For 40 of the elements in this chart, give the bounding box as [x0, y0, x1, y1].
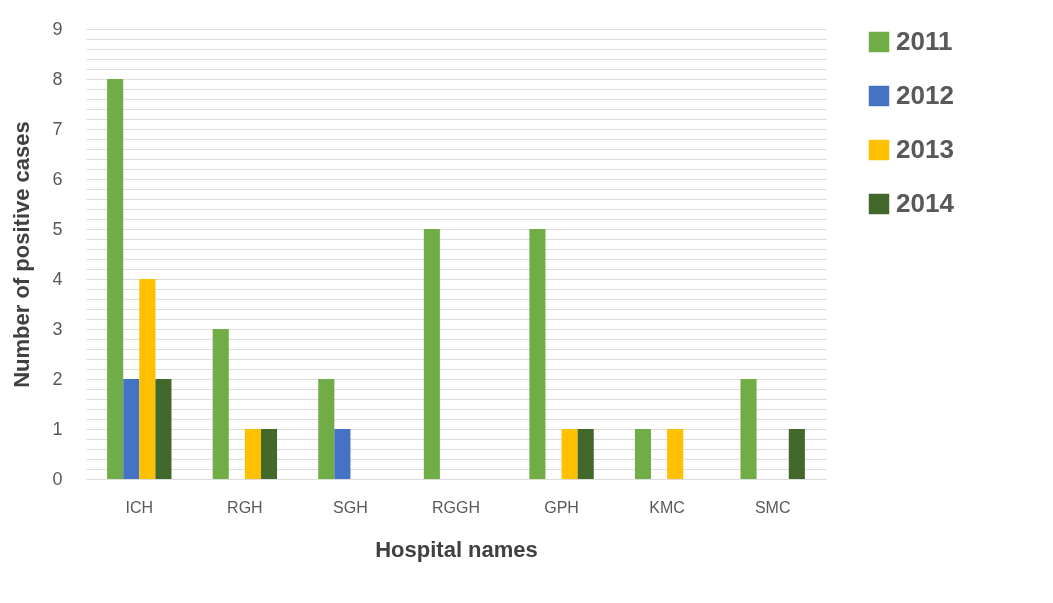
x-tick-label: KMC — [649, 498, 685, 516]
x-axis-title: Hospital names — [375, 536, 538, 562]
bar — [334, 429, 351, 479]
legend-label: 2011 — [896, 26, 953, 56]
x-tick-label: SMC — [754, 498, 791, 516]
y-tick-label: 8 — [52, 68, 63, 89]
y-tick-label: 7 — [52, 118, 63, 139]
legend-label: 2012 — [896, 80, 954, 110]
y-tick-label: 0 — [52, 468, 63, 489]
x-tick-label: RGH — [227, 498, 263, 516]
x-tick-label: ICH — [125, 498, 154, 516]
bar — [740, 379, 757, 479]
bar — [667, 429, 684, 479]
x-tick-label: RGGH — [432, 498, 480, 516]
y-tick-label: 3 — [52, 318, 63, 339]
y-tick-label: 6 — [52, 168, 63, 189]
y-axis-title: Number of positive cases — [9, 121, 35, 388]
y-tick-label: 9 — [52, 18, 63, 39]
bar — [423, 229, 440, 479]
bar — [634, 429, 652, 479]
bar — [260, 429, 278, 479]
bar — [529, 229, 546, 479]
bar — [155, 379, 172, 479]
y-tick-label: 1 — [52, 418, 63, 439]
y-tick-label: 2 — [52, 368, 63, 389]
legend-label: 2013 — [896, 134, 954, 164]
bar — [318, 379, 335, 479]
bar — [561, 429, 578, 479]
y-tick-label: 5 — [52, 218, 63, 239]
bar — [577, 429, 594, 479]
bar — [212, 329, 229, 479]
bar — [107, 79, 124, 479]
legend-label: 2014 — [896, 188, 955, 218]
bar — [244, 429, 261, 479]
bar — [139, 279, 156, 479]
x-tick-label: SGH — [333, 498, 368, 516]
bar — [123, 379, 140, 479]
bar — [788, 429, 805, 479]
x-tick-label: GPH — [544, 498, 579, 516]
y-tick-label: 4 — [52, 268, 63, 289]
